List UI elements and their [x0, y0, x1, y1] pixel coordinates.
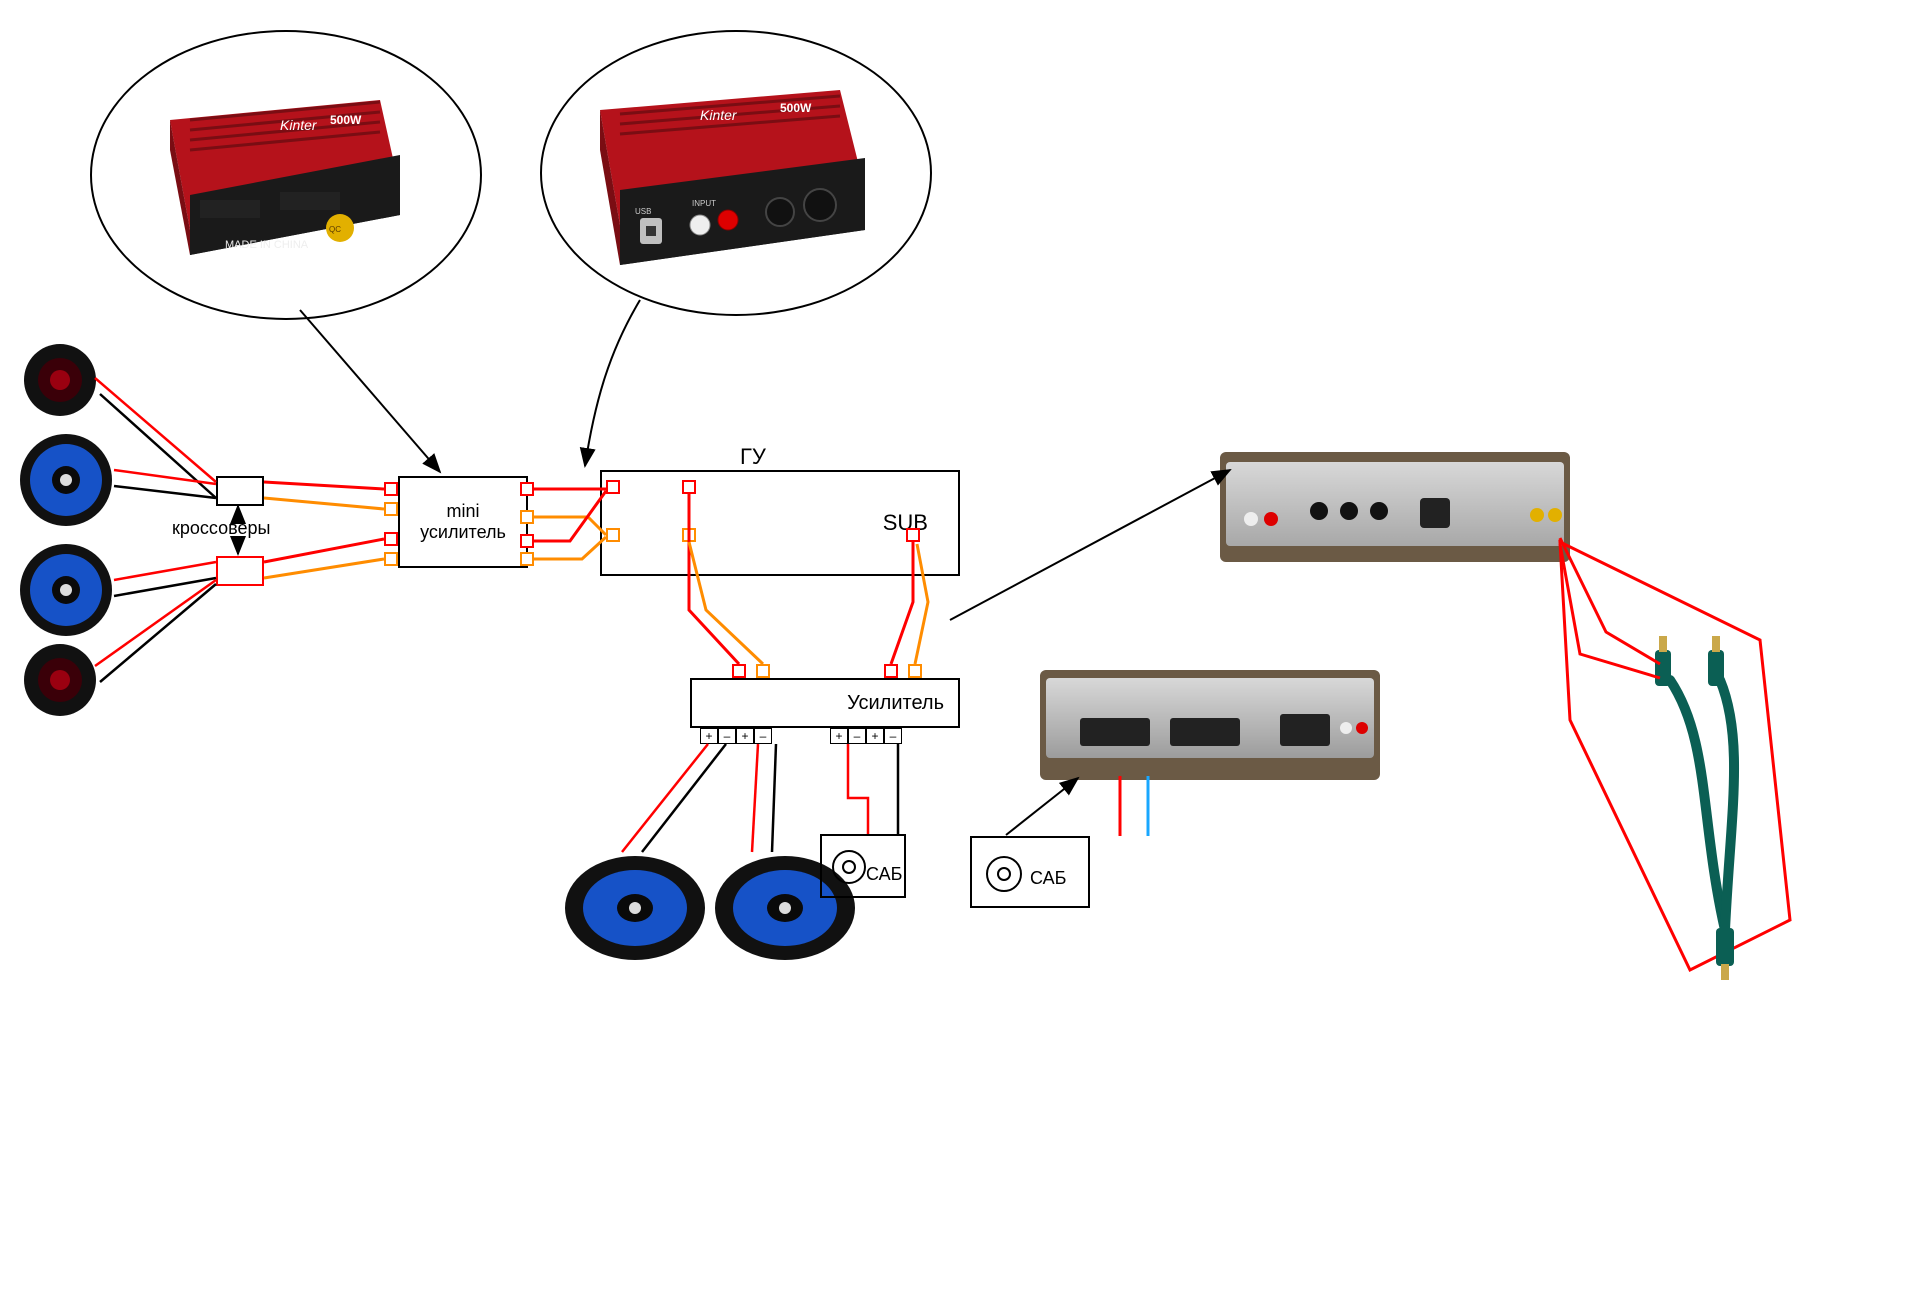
mini-amp-line2: усилитель	[420, 522, 506, 543]
mini-amp-line1: mini	[446, 501, 479, 522]
svg-text:QC: QC	[329, 225, 341, 234]
amp-terminals-left: +–+–	[700, 728, 772, 744]
svg-text:Kinter: Kinter	[280, 117, 318, 133]
hu-fr-red	[682, 480, 696, 494]
amp-in-red-1	[732, 664, 746, 678]
crossovers-label: кроссоверы	[172, 518, 270, 539]
mini-amp-in-red-1	[384, 482, 398, 496]
coaxial-speaker-bottom	[16, 540, 116, 640]
svg-text:500W: 500W	[330, 113, 362, 127]
photo-amp-detail	[1040, 670, 1380, 780]
mini-amp-out-red-2	[520, 534, 534, 548]
crossover-bottom	[216, 556, 264, 586]
made-in-label: MADE IN CHINA	[225, 239, 309, 251]
sub-box-1-label: САБ	[866, 864, 902, 885]
hu-fl-orange	[606, 528, 620, 542]
crossover-top	[216, 476, 264, 506]
mini-amp-in-orange-1	[384, 502, 398, 516]
svg-text:500W: 500W	[780, 101, 812, 115]
oval-speaker-left	[560, 850, 710, 970]
amp-in-orange-2	[908, 664, 922, 678]
tweeter-top	[20, 340, 100, 420]
mini-amp-out-orange-1	[520, 510, 534, 524]
hu-fr-orange	[682, 528, 696, 542]
photo-mini-amp-front: USB INPUT Kinter 500W	[580, 70, 880, 270]
mini-amp-in-red-2	[384, 532, 398, 546]
photo-mini-amp-back: MADE IN CHINA QC Kinter 500W	[130, 80, 420, 270]
svg-text:USB: USB	[635, 207, 651, 216]
amp-terminals-right: +–+–	[830, 728, 902, 744]
head-unit-box: SUB	[600, 470, 960, 576]
amplifier-box: Усилитель	[690, 678, 960, 728]
amplifier-label: Усилитель	[847, 692, 944, 715]
head-unit-label: ГУ	[740, 444, 766, 470]
svg-text:INPUT: INPUT	[692, 199, 716, 208]
mini-amp-out-orange-2	[520, 552, 534, 566]
tweeter-bottom	[20, 640, 100, 720]
hu-sub-red	[906, 528, 920, 542]
photo-silver-amp	[1220, 452, 1570, 562]
amp-in-orange-1	[756, 664, 770, 678]
mini-amp-in-orange-2	[384, 552, 398, 566]
coaxial-speaker-top	[16, 430, 116, 530]
hu-fl-red	[606, 480, 620, 494]
mini-amp-out-red-1	[520, 482, 534, 496]
mini-amp-box: mini усилитель	[398, 476, 528, 568]
amp-in-red-2	[884, 664, 898, 678]
svg-text:Kinter: Kinter	[700, 107, 738, 123]
sub-box-2-label: САБ	[1030, 868, 1066, 889]
